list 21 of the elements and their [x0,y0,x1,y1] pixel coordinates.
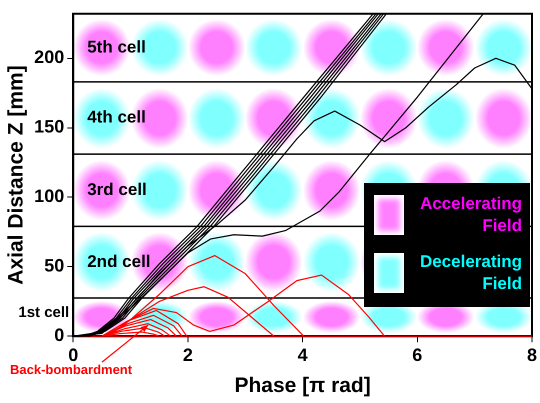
y-tick-label: 0 [54,325,64,346]
field-key: Accelerating Field Decelerating Field [364,183,530,307]
y-tick-label: 100 [34,186,64,206]
x-tick-label: 8 [526,344,537,365]
text: 1st cell [18,304,70,322]
annotation: Decelerating Field [418,251,522,295]
y-tick-label: 50 [44,256,64,276]
y-axis-title: Axial Distance Z [mm] [4,65,28,285]
annotation: 5th cell [87,38,146,57]
y-tick-label: 200 [34,47,64,68]
x-tick-label: 6 [412,344,422,365]
annotation: 3rd cell [87,180,147,199]
x-tick-label: 2 [182,344,193,365]
annotation: Accelerating Field [418,193,522,237]
x-axis-title: Phase [π rad] [234,374,371,398]
x-tick-label: 4 [298,344,308,365]
y-tick-label: 150 [34,116,64,137]
annotation: 4th cell [87,108,146,127]
annotation: Back-bombardment [10,362,132,378]
x-tick-label: 0 [68,344,78,365]
annotation: 2nd cell [87,252,151,271]
